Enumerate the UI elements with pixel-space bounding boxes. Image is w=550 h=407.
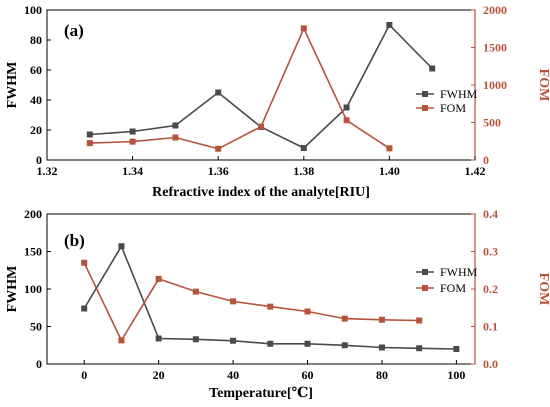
y-tick-label: 80 <box>30 33 42 47</box>
y2-tick-label: 0.2 <box>483 282 498 296</box>
x-tick-label: 1.36 <box>208 164 229 178</box>
legend-label-fom: FOM <box>440 281 466 295</box>
y-tick-label: 100 <box>24 3 42 17</box>
legend-label-fwhm: FWHM <box>440 87 478 101</box>
data-point-fwhm <box>118 243 125 250</box>
data-point-fwhm <box>386 22 393 28</box>
data-point-fwhm <box>215 89 222 96</box>
y2-axis-title: FOM <box>536 273 550 306</box>
data-point-fom <box>343 117 350 124</box>
series-line-fwhm <box>83 244 457 350</box>
y2-tick-label: 0.3 <box>483 245 498 259</box>
panel-label: (b) <box>64 231 85 250</box>
y2-tick-label: 0.0 <box>483 357 498 371</box>
data-point-fom <box>378 316 385 323</box>
data-point-fom <box>341 315 348 322</box>
data-point-fwhm <box>172 122 179 129</box>
data-point-fom <box>300 25 307 32</box>
data-point-fwhm <box>378 344 385 351</box>
y2-tick-label: 2000 <box>483 3 507 17</box>
y-tick-label: 40 <box>30 93 42 107</box>
y-tick-label: 100 <box>24 282 42 296</box>
plot-frame <box>46 213 476 365</box>
data-point-fwhm <box>453 346 460 352</box>
data-point-fwhm <box>86 131 93 138</box>
data-point-fwhm <box>230 337 237 344</box>
data-point-fom <box>192 288 199 295</box>
data-point-fwhm <box>343 104 350 111</box>
panel-b: 0 20 40 60 80 100 0 50 100 150 200 0.0 0.1 0.2 0.3 0.4 T… <box>5 207 550 401</box>
data-point-fwhm <box>416 345 423 352</box>
x-axis-title: Temperature[℃] <box>209 386 313 401</box>
data-point-fom <box>172 134 179 141</box>
data-point-fwhm <box>300 145 307 151</box>
data-point-fom <box>267 303 274 310</box>
x-tick-label: 0 <box>81 368 87 382</box>
panel-label: (a) <box>64 21 84 40</box>
plot-frame <box>46 9 476 161</box>
data-point-fom <box>155 275 162 282</box>
series-line-fom <box>89 26 390 150</box>
x-tick-label: 1.38 <box>293 164 314 178</box>
data-point-fom <box>129 138 136 145</box>
x-tick-label: 1.42 <box>465 164 486 178</box>
y-tick-label: 60 <box>30 63 42 77</box>
series-line-fom <box>83 262 420 343</box>
legend-marker-fom <box>422 105 428 111</box>
y2-tick-label: 500 <box>483 116 501 130</box>
data-point-fwhm <box>267 340 274 347</box>
legend-marker-fwhm <box>422 269 428 275</box>
data-point-fwhm <box>341 342 348 349</box>
data-point-fom <box>230 298 237 305</box>
data-point-fwhm <box>81 305 88 312</box>
y2-tick-label: 0.4 <box>483 207 498 221</box>
legend-label-fom: FOM <box>440 101 466 115</box>
legend-label-fwhm: FWHM <box>440 265 478 279</box>
data-point-fom <box>86 140 93 147</box>
y2-tick-label: 0.1 <box>483 320 498 334</box>
y-axis-title: FWHM <box>5 62 20 109</box>
data-point-fom <box>118 337 125 344</box>
y-tick-label: 150 <box>24 245 42 259</box>
x-tick-label: 1.34 <box>122 164 143 178</box>
data-point-fwhm <box>429 65 436 72</box>
data-point-fom <box>386 145 393 152</box>
x-tick-label: 100 <box>447 368 465 382</box>
y-axis-title: FWHM <box>5 266 20 313</box>
data-point-fwhm <box>155 335 162 342</box>
data-point-fwhm <box>192 336 199 343</box>
data-point-fom <box>215 145 222 152</box>
x-tick-label: 1.40 <box>379 164 400 178</box>
data-point-fom <box>304 308 311 315</box>
y2-tick-label: 1000 <box>483 78 507 92</box>
data-point-fwhm <box>129 128 136 135</box>
y-tick-label: 200 <box>24 207 42 221</box>
legend-marker-fwhm <box>422 91 428 97</box>
data-point-fwhm <box>304 340 311 347</box>
data-point-fom <box>416 317 423 324</box>
x-tick-label: 1.32 <box>37 164 58 178</box>
y2-tick-label: 0 <box>483 153 489 167</box>
x-tick-label: 20 <box>153 368 165 382</box>
y-tick-label: 50 <box>30 320 42 334</box>
x-tick-label: 80 <box>376 368 388 382</box>
data-point-fom <box>81 259 88 266</box>
data-point-fom <box>258 123 264 130</box>
x-tick-label: 40 <box>227 368 239 382</box>
y-tick-label: 0 <box>36 357 42 371</box>
legend-marker-fom <box>422 285 428 291</box>
x-tick-label: 60 <box>302 368 314 382</box>
y-tick-label: 0 <box>36 153 42 167</box>
y2-tick-label: 1500 <box>483 41 507 55</box>
y2-axis-title: FOM <box>536 69 550 102</box>
x-axis-title: Refractive index of the analyte[RIU] <box>152 185 370 200</box>
panel-a: 1.32 1.34 1.36 1.38 1.40 1.420204060801000500… <box>5 3 550 200</box>
y-tick-label: 20 <box>30 123 42 137</box>
